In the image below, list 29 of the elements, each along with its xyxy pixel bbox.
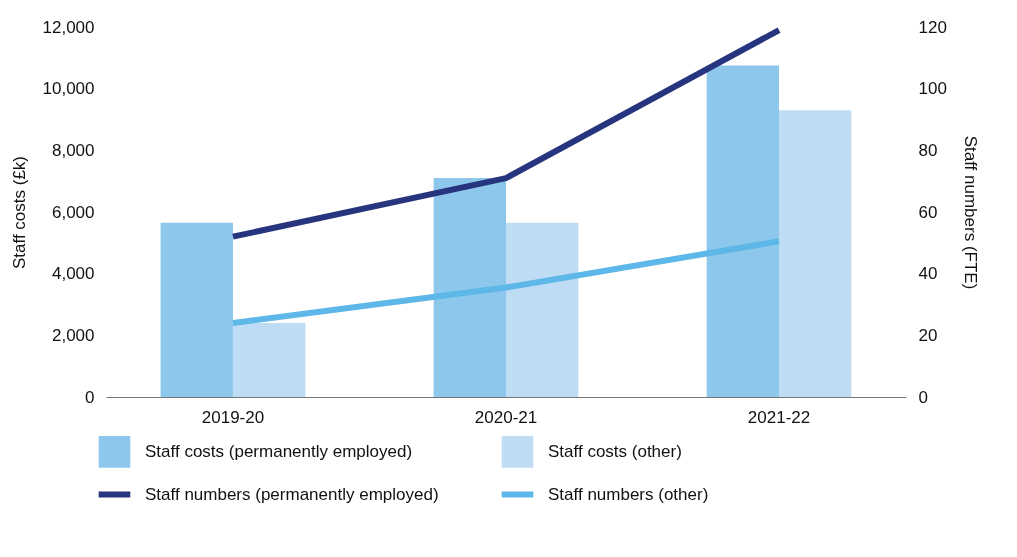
y2-axis-title: Staff numbers (FTE): [960, 135, 980, 290]
bar: [779, 110, 852, 397]
bar: [433, 178, 506, 397]
x-tick-label: 2021-22: [747, 407, 811, 427]
y2-tick-label: 40: [918, 264, 938, 284]
bar: [232, 323, 306, 397]
y-tick-label: 8,000: [51, 140, 95, 160]
y2-tick-label: 60: [918, 202, 938, 222]
y2-tick-label: 100: [918, 79, 947, 99]
y2-tick-label: 120: [918, 17, 947, 37]
y-tick-label: 0: [85, 387, 95, 407]
bar: [160, 222, 233, 397]
x-tick-label: 2019-20: [201, 407, 265, 427]
y-tick-label: 6,000: [51, 202, 95, 222]
y-tick-label: 2,000: [51, 325, 95, 345]
y-axis-title: Staff costs (£k): [9, 155, 29, 270]
legend-label: Staff costs (permanently employed): [145, 441, 413, 461]
legend-label: Staff numbers (permanently employed): [145, 484, 439, 504]
x-tick-label: 2020-21: [474, 407, 538, 427]
y-tick-label: 10,000: [42, 79, 95, 99]
y-tick-label: 12,000: [42, 17, 95, 37]
y-tick-label: 4,000: [51, 264, 95, 284]
y2-tick-label: 0: [918, 387, 928, 407]
bar: [506, 222, 579, 397]
legend-label: Staff costs (other): [548, 441, 682, 461]
bar: [706, 65, 780, 397]
y2-tick-label: 20: [918, 325, 938, 345]
y2-tick-label: 80: [918, 140, 938, 160]
legend-label: Staff numbers (other): [548, 484, 709, 504]
